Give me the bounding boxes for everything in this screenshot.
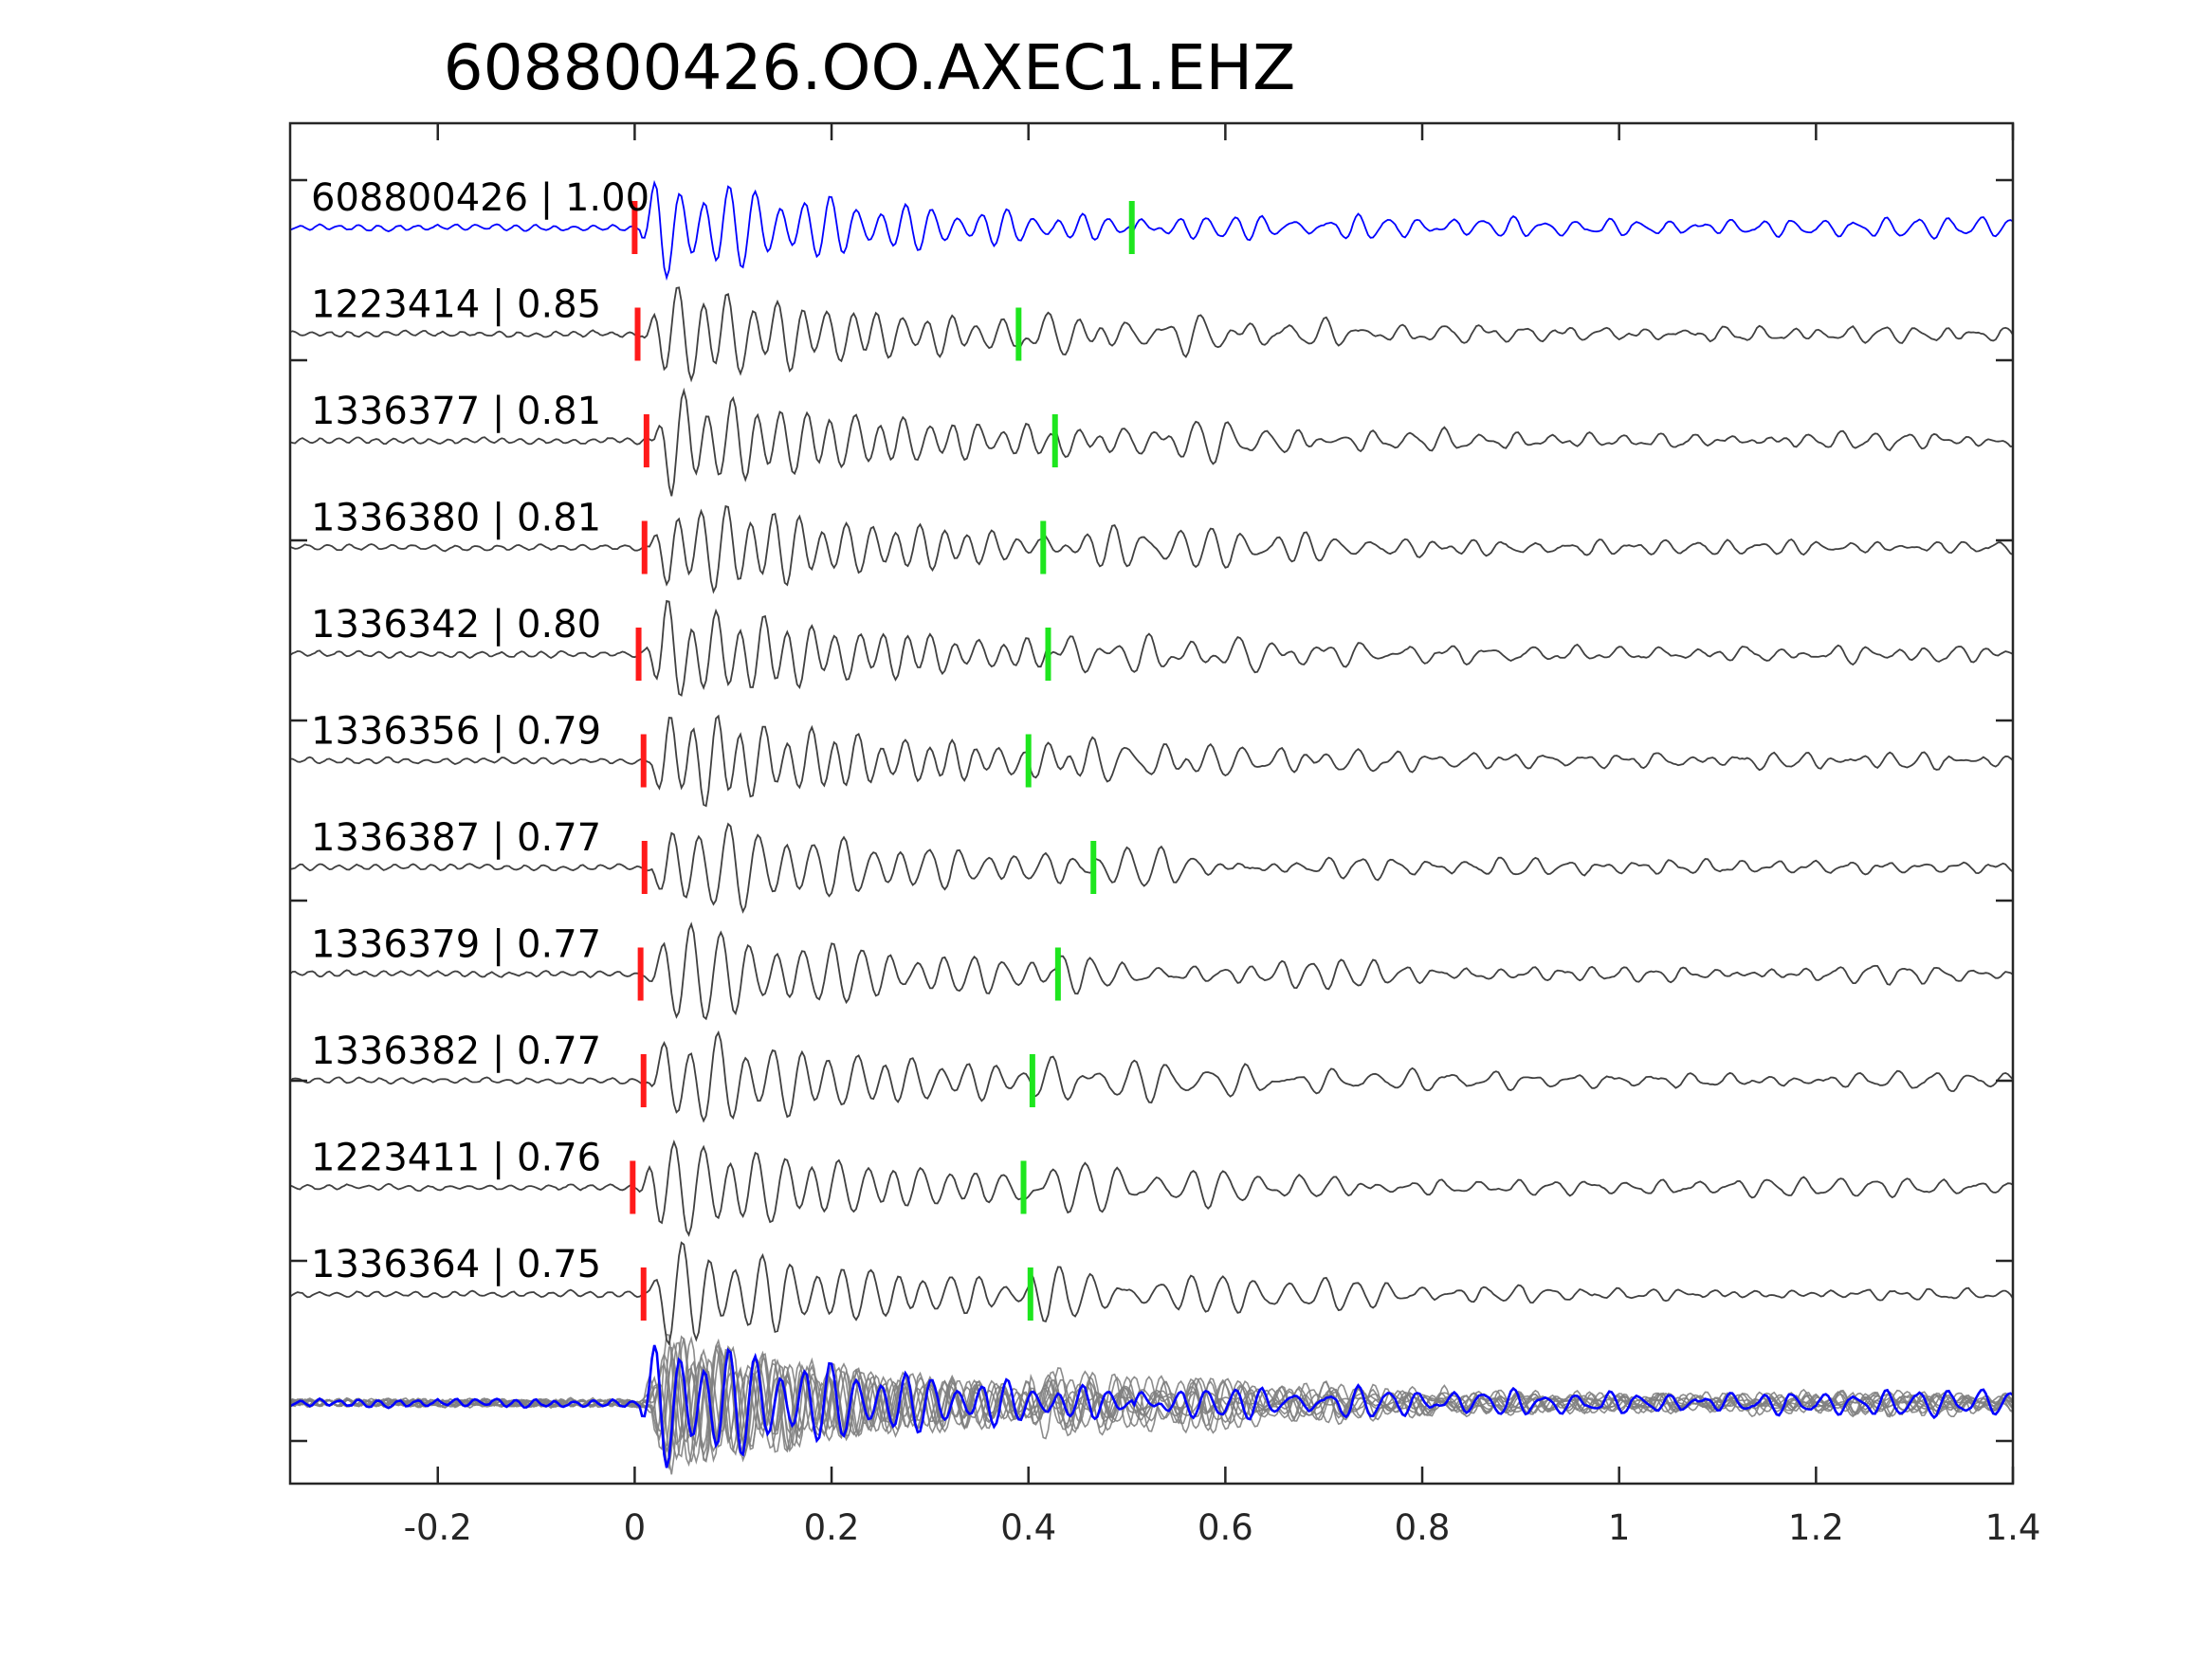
x-tick-label: 0.8 bbox=[1395, 1507, 1451, 1548]
trace-1336356 bbox=[289, 714, 2014, 808]
trace-1336364 bbox=[289, 1241, 2014, 1347]
trace-1336380 bbox=[289, 504, 2014, 594]
trace-1223414 bbox=[289, 286, 2014, 383]
trace-label-1223411: 1223411 | 0.76 bbox=[311, 1137, 601, 1180]
axes-box bbox=[288, 121, 2015, 1486]
overlay-stack bbox=[289, 1333, 2014, 1475]
x-tick-label: 0 bbox=[624, 1507, 647, 1548]
trace-1223411 bbox=[289, 1139, 2014, 1237]
x-tick-label: 1 bbox=[1608, 1507, 1631, 1548]
x-tick-label: 1.2 bbox=[1788, 1507, 1844, 1548]
trace-label-1223414: 1223414 | 0.85 bbox=[311, 283, 601, 327]
trace-labels: 608800426 | 1.00 1223414 | 0.85 1336377 | … bbox=[311, 176, 649, 1286]
x-tick-label: 1.4 bbox=[1985, 1507, 2041, 1548]
trace-label-1336342: 1336342 | 0.80 bbox=[311, 603, 601, 647]
trace-label-1336382: 1336382 | 0.77 bbox=[311, 1030, 601, 1073]
trace-1336387 bbox=[289, 822, 2014, 914]
x-tick-label: 0.6 bbox=[1197, 1507, 1253, 1548]
phase-picks bbox=[630, 201, 1135, 1321]
plot-area bbox=[290, 123, 2013, 1484]
trace-1336377 bbox=[289, 387, 2014, 497]
trace-label-1336377: 1336377 | 0.81 bbox=[311, 390, 601, 433]
trace-stack bbox=[289, 179, 2014, 1347]
trace-1336379 bbox=[289, 921, 2014, 1021]
trace-label-1336387: 1336387 | 0.77 bbox=[311, 816, 601, 860]
x-tick-label: -0.2 bbox=[404, 1507, 472, 1548]
trace-1336382 bbox=[289, 1030, 2014, 1123]
overlay-template-trace bbox=[289, 1344, 2014, 1468]
x-tick-label: 0.4 bbox=[1000, 1507, 1056, 1548]
trace-1336342 bbox=[289, 599, 2014, 697]
axes bbox=[288, 121, 2015, 1486]
x-axis-ticks: -0.2 0 0.2 0.4 0.6 0.8 1 1.2 1.4 bbox=[290, 123, 2040, 1548]
chart-title: 608800426.OO.AXEC1.EHZ bbox=[444, 31, 1296, 104]
trace-label-1336380: 1336380 | 0.81 bbox=[311, 497, 601, 540]
trace-label-1336356: 1336356 | 0.79 bbox=[311, 710, 601, 754]
trace-label-1336364: 1336364 | 0.75 bbox=[311, 1243, 601, 1286]
trace-608800426 bbox=[289, 179, 2014, 282]
trace-label-608800426: 608800426 | 1.00 bbox=[311, 176, 649, 220]
x-tick-label: 0.2 bbox=[804, 1507, 860, 1548]
trace-label-1336379: 1336379 | 0.77 bbox=[311, 923, 601, 967]
